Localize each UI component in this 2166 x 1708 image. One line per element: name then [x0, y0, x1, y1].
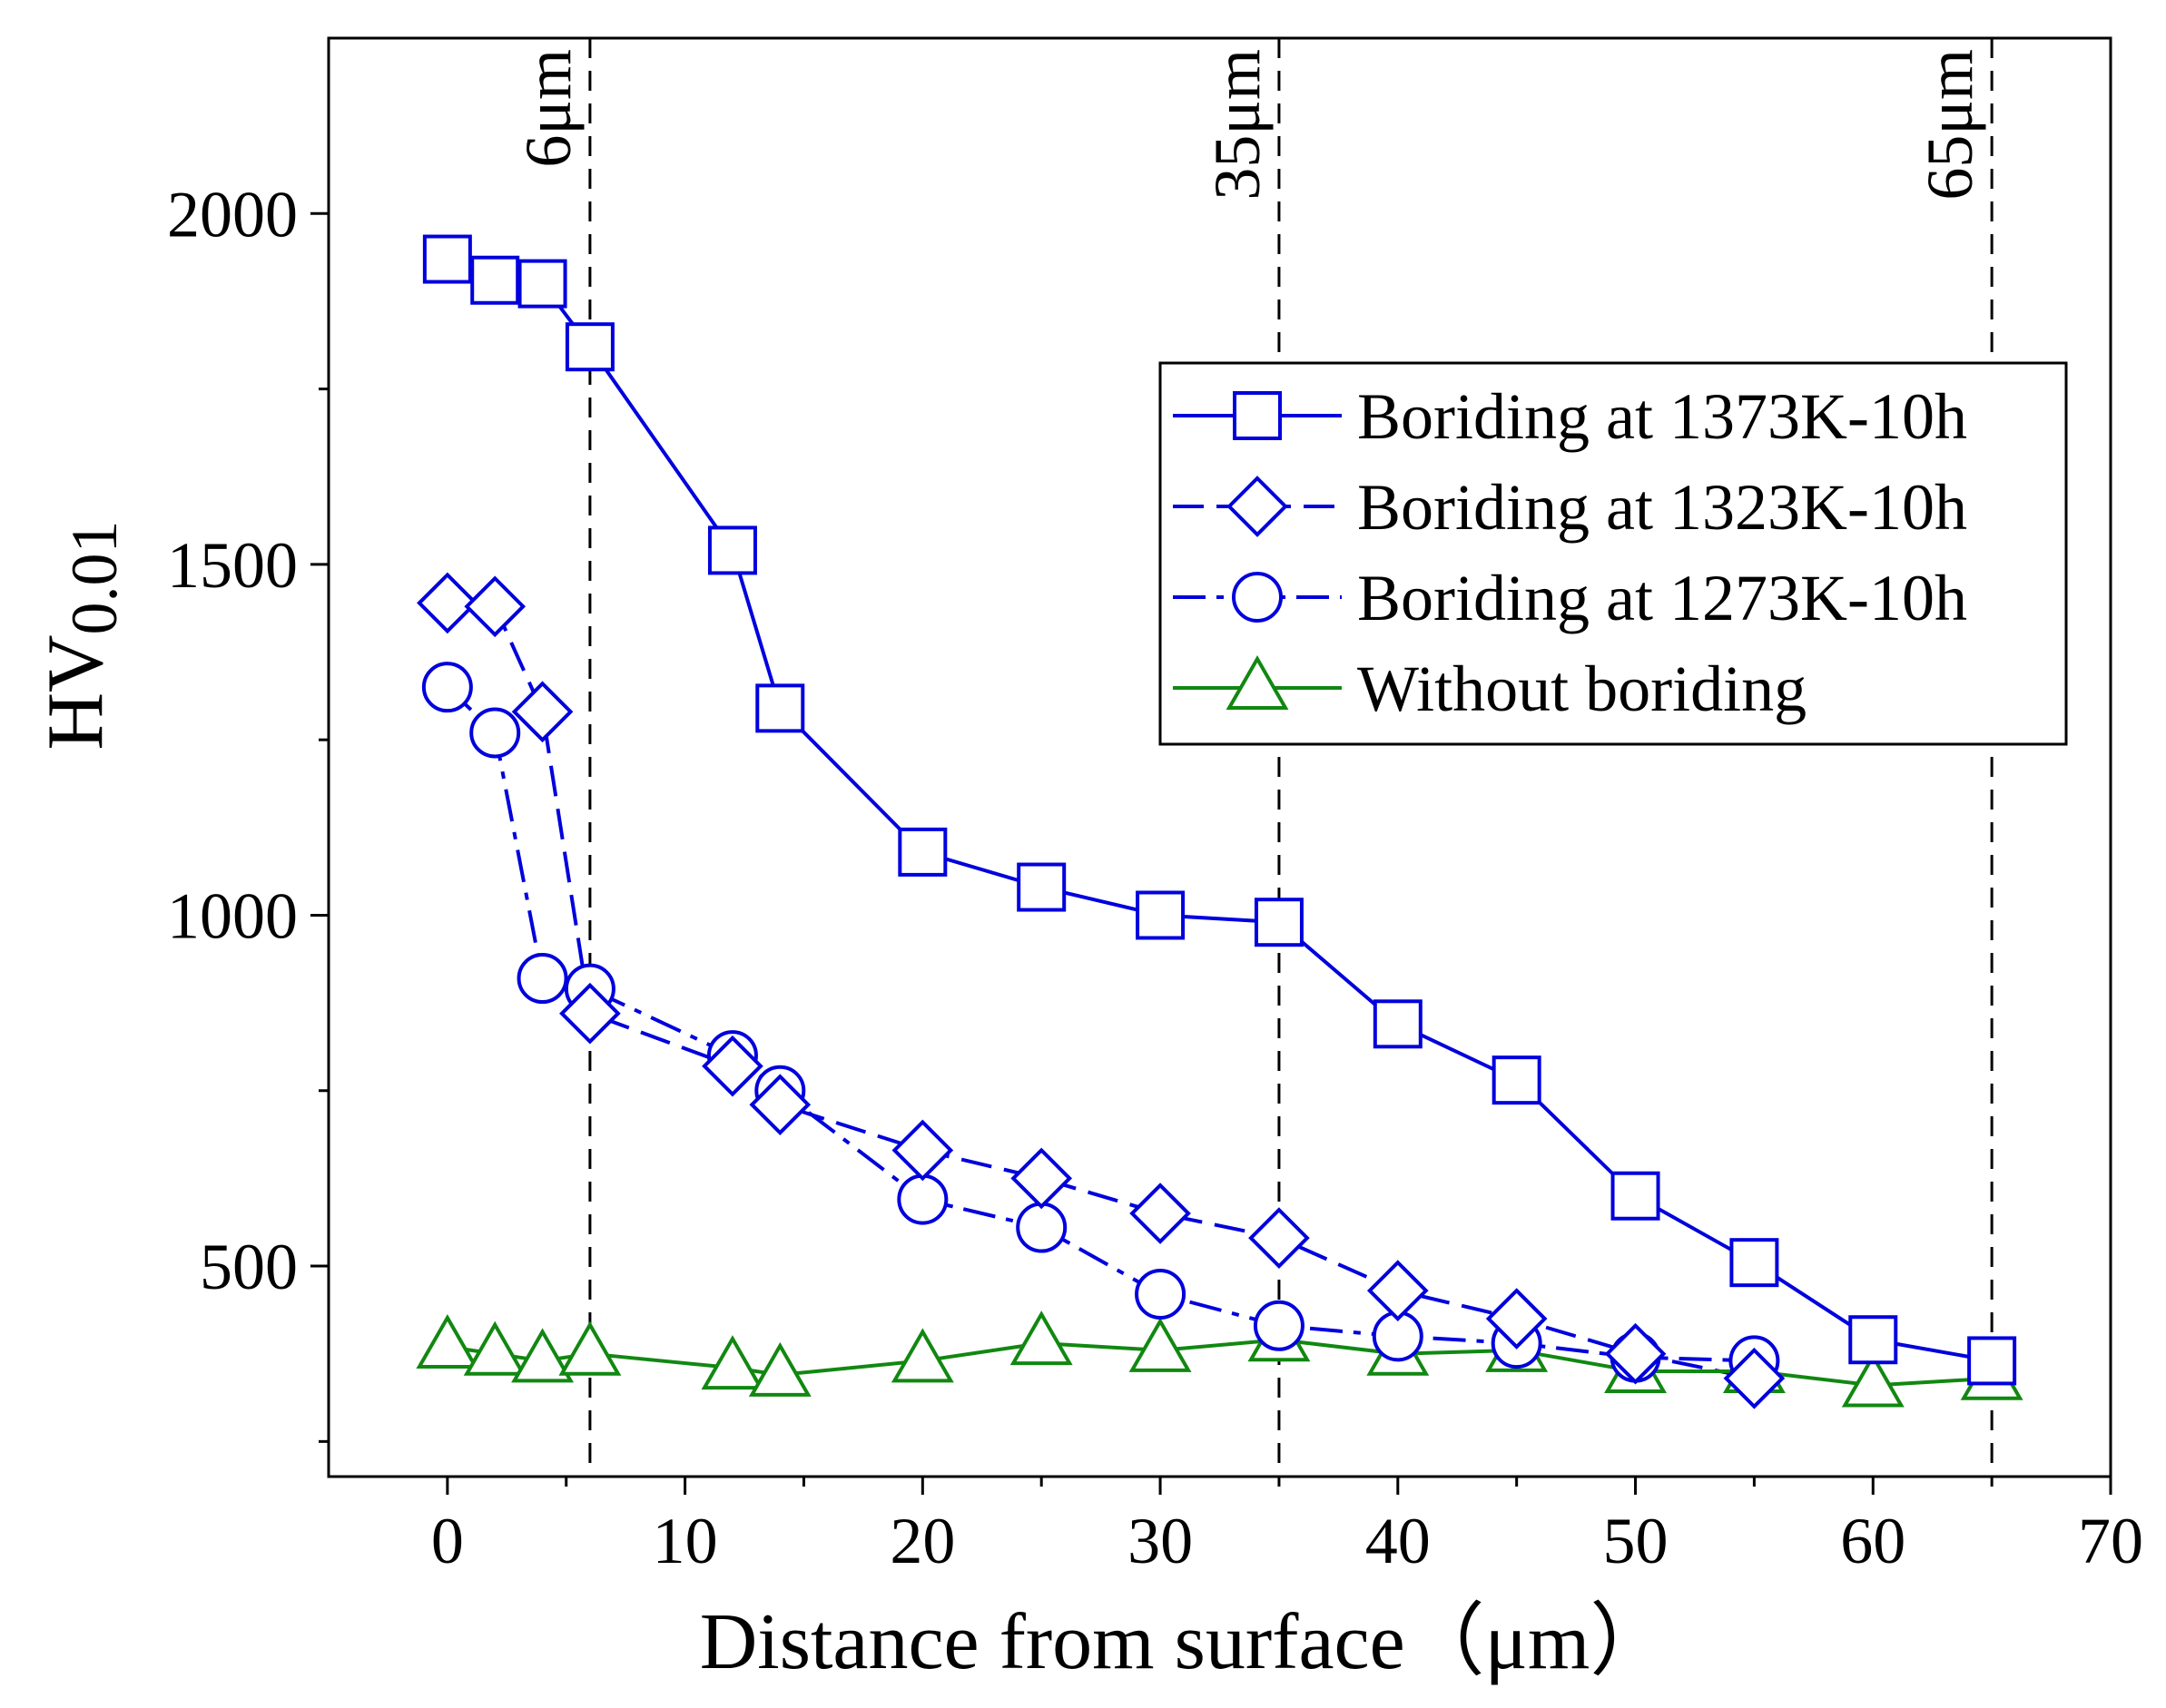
- data-point-s4-0: [416, 1313, 479, 1369]
- data-point-s4-8: [1128, 1317, 1192, 1372]
- data-point-s1-11: [1492, 1055, 1541, 1105]
- plot-frame: [327, 36, 2112, 1478]
- data-point-s1-12: [1610, 1171, 1660, 1221]
- y-axis-label: HV0.01: [32, 520, 131, 750]
- x-tick-label-30: 30: [1127, 1505, 1193, 1577]
- data-point-s4-14: [1841, 1352, 1905, 1408]
- legend-marker-2: [1226, 476, 1288, 537]
- data-point-s3-9: [1253, 1300, 1305, 1351]
- data-point-s3-2: [517, 953, 568, 1005]
- y-axis-label-subscript: 0.01: [58, 520, 131, 634]
- legend-marker-1: [1233, 391, 1282, 440]
- data-point-s2-8: [1129, 1183, 1191, 1244]
- data-point-s4-1: [463, 1320, 527, 1376]
- data-point-s2-3: [559, 982, 621, 1045]
- data-point-s3-1: [469, 707, 521, 759]
- series-line-3: [446, 685, 1755, 1363]
- data-point-s1-13: [1729, 1238, 1779, 1288]
- data-point-s2-4: [702, 1035, 763, 1097]
- y-tick-label-1000: 1000: [167, 879, 298, 952]
- data-point-s4-3: [558, 1320, 622, 1376]
- data-point-s1-9: [1254, 898, 1304, 947]
- legend-label-2: Boriding at 1323K-10h: [1357, 471, 1967, 544]
- data-point-s1-5: [755, 683, 805, 733]
- data-point-s2-6: [891, 1119, 954, 1182]
- y-tick-label-1500: 1500: [167, 529, 298, 602]
- data-point-s4-7: [1009, 1310, 1073, 1366]
- reference-line-label-65um: 65μm: [1914, 49, 1986, 201]
- reference-line-label-35um: 35μm: [1201, 49, 1274, 201]
- legend-marker-3: [1232, 572, 1283, 623]
- legend-label-3: Boriding at 1273K-10h: [1357, 562, 1967, 634]
- y-tick-label-500: 500: [200, 1231, 298, 1303]
- data-point-s1-8: [1136, 890, 1186, 940]
- legend: Boriding at 1373K-10h Boriding at 1323K-1…: [1158, 361, 2068, 746]
- data-point-s4-6: [891, 1328, 954, 1383]
- data-point-s1-1: [470, 255, 520, 305]
- data-point-s2-0: [417, 572, 478, 634]
- data-point-s2-1: [464, 575, 527, 638]
- data-point-s1-7: [1017, 862, 1067, 912]
- data-point-s4-2: [511, 1328, 575, 1383]
- data-point-s2-2: [511, 681, 574, 743]
- data-point-s2-7: [1010, 1147, 1073, 1210]
- data-point-s1-0: [422, 234, 472, 284]
- legend-label-4: Without boriding: [1357, 653, 1807, 725]
- data-point-s2-10: [1366, 1260, 1429, 1321]
- x-tick-label-20: 20: [890, 1505, 955, 1577]
- data-point-s1-15: [1967, 1336, 2017, 1386]
- x-tick-label-50: 50: [1603, 1505, 1669, 1577]
- data-point-s2-11: [1485, 1288, 1548, 1350]
- data-point-s3-0: [421, 662, 473, 713]
- series-line-4: [447, 1338, 1993, 1388]
- y-tick-label-2000: 2000: [167, 178, 298, 250]
- legend-marker-4: [1226, 654, 1289, 710]
- x-tick-label-40: 40: [1365, 1505, 1431, 1577]
- reference-lines: 6μm 35μm 65μm: [512, 38, 1994, 1477]
- data-point-s4-5: [748, 1341, 812, 1397]
- data-point-s2-5: [749, 1074, 812, 1136]
- data-point-s2-13: [1723, 1347, 1786, 1409]
- axes: 0 10 20 30 40 50 60 70 500 1000 1500 2000: [167, 36, 2143, 1577]
- data-point-s3-7: [1016, 1202, 1068, 1253]
- data-point-s3-8: [1135, 1268, 1186, 1320]
- data-point-s1-2: [517, 259, 567, 309]
- x-tick-label-10: 10: [653, 1505, 718, 1577]
- series-markers: [416, 234, 2023, 1409]
- data-point-s1-4: [707, 525, 757, 575]
- legend-label-1: Boriding at 1373K-10h: [1357, 380, 1967, 453]
- data-point-s4-4: [701, 1335, 764, 1390]
- data-point-s1-14: [1848, 1315, 1898, 1365]
- series-line-2: [447, 601, 1755, 1380]
- x-axis-label: Distance from surface（μm）: [700, 1598, 1670, 1686]
- x-tick-label-70: 70: [2078, 1505, 2143, 1577]
- x-tick-label-60: 60: [1840, 1505, 1905, 1577]
- data-point-s1-3: [565, 322, 615, 372]
- reference-line-label-6um: 6μm: [512, 49, 585, 168]
- data-point-s1-6: [898, 827, 948, 877]
- data-point-s2-12: [1604, 1322, 1667, 1385]
- data-point-s2-9: [1248, 1207, 1310, 1269]
- legend-frame: [1158, 361, 2068, 746]
- series-line-1: [447, 257, 1993, 1363]
- y-axis-label-main: HV: [32, 634, 120, 750]
- x-tick-label-0: 0: [431, 1505, 464, 1577]
- data-point-s1-10: [1373, 999, 1423, 1049]
- data-point-s3-6: [897, 1173, 949, 1225]
